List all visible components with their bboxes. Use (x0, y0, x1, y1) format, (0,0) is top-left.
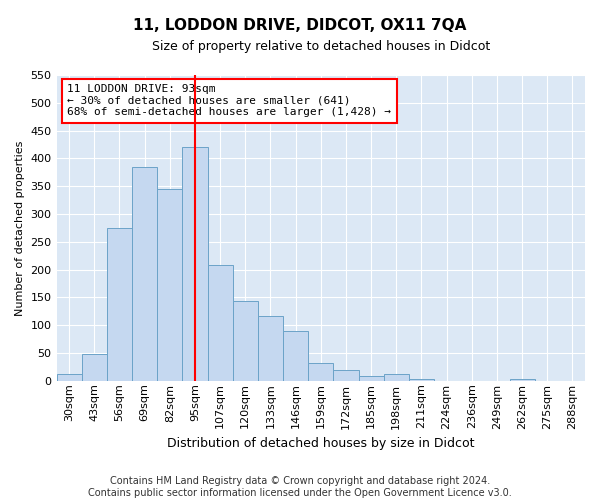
Text: 11 LODDON DRIVE: 93sqm
← 30% of detached houses are smaller (641)
68% of semi-de: 11 LODDON DRIVE: 93sqm ← 30% of detached… (67, 84, 391, 117)
Text: 11, LODDON DRIVE, DIDCOT, OX11 7QA: 11, LODDON DRIVE, DIDCOT, OX11 7QA (133, 18, 467, 32)
Bar (409, 379, 434, 381)
Bar (334, 370, 359, 381)
Bar (82, 354, 107, 381)
Bar (132, 166, 157, 381)
Bar (359, 376, 383, 381)
Bar (182, 148, 208, 381)
Y-axis label: Number of detached properties: Number of detached properties (15, 140, 25, 316)
Bar (157, 189, 182, 381)
Bar (283, 330, 308, 381)
Bar (107, 228, 132, 381)
Bar (383, 374, 409, 381)
Bar (233, 302, 258, 381)
Bar (509, 379, 535, 381)
Bar (208, 265, 233, 381)
Bar (56, 374, 82, 381)
X-axis label: Distribution of detached houses by size in Didcot: Distribution of detached houses by size … (167, 437, 475, 450)
Text: Contains HM Land Registry data © Crown copyright and database right 2024.
Contai: Contains HM Land Registry data © Crown c… (88, 476, 512, 498)
Bar (308, 363, 334, 381)
Bar (258, 316, 283, 381)
Title: Size of property relative to detached houses in Didcot: Size of property relative to detached ho… (152, 40, 490, 53)
